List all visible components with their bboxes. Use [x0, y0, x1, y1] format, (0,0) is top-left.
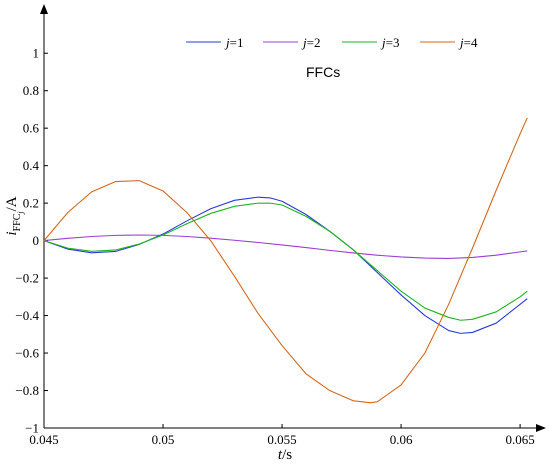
- svg-text:iFFCj/A: iFFCj/A: [4, 196, 25, 235]
- y-axis-arrow: [40, 4, 48, 14]
- chart-annotation: FFCs: [306, 64, 340, 80]
- y-tick-label: −0.2: [15, 271, 39, 286]
- axes: [40, 4, 546, 432]
- x-tick-label: 0.05: [152, 432, 175, 447]
- legend-label-j1: j=1: [224, 35, 243, 50]
- y-ticks: −1 −0.8 −0.6 −0.4 −0.2 0 0.2 0.4 0.6 0.8 1: [15, 46, 48, 436]
- legend-label-j3: j=3: [380, 35, 399, 50]
- legend-label-j2: j=2: [301, 35, 320, 50]
- y-tick-label: 0: [33, 233, 40, 248]
- y-tick-label: −0.4: [15, 308, 39, 323]
- x-tick-label: 0.055: [267, 432, 296, 447]
- x-tick-label: 0.065: [505, 432, 534, 447]
- x-ticks: 0.045 0.05 0.055 0.06 0.065: [29, 424, 535, 447]
- x-axis-title: t/s: [278, 447, 292, 463]
- y-tick-label: −1: [25, 421, 39, 436]
- y-axis-title-subsubscript: j: [16, 211, 25, 215]
- y-tick-label: 0.2: [23, 196, 39, 211]
- y-axis-title-var: i: [4, 231, 20, 235]
- y-axis-title-subscript: FFC: [12, 213, 23, 231]
- y-tick-label: 0.6: [23, 121, 40, 136]
- y-tick-label: 1: [33, 46, 40, 61]
- y-tick-label: 0.8: [23, 83, 39, 98]
- y-tick-label: −0.6: [15, 346, 39, 361]
- x-tick-label: 0.06: [390, 432, 413, 447]
- y-axis-title: iFFCj/A: [4, 196, 25, 235]
- x-tick-label: 0.045: [29, 432, 58, 447]
- x-axis-title-var: t: [278, 447, 283, 463]
- x-axis-title-unit: /s: [282, 447, 292, 463]
- series-line-j4: [43, 117, 528, 404]
- x-axis-arrow: [536, 424, 546, 432]
- series-line-j2: [43, 234, 528, 259]
- y-tick-label: −0.8: [15, 383, 39, 398]
- y-tick-label: 0.4: [23, 158, 40, 173]
- y-axis-title-unit: /A: [4, 196, 20, 211]
- series-line-j3: [43, 202, 528, 321]
- legend-label-j4: j=4: [458, 35, 478, 50]
- legend: j=1 j=2 j=3 j=4: [186, 35, 478, 50]
- series-group: [43, 117, 528, 404]
- series-line-j1: [43, 196, 528, 334]
